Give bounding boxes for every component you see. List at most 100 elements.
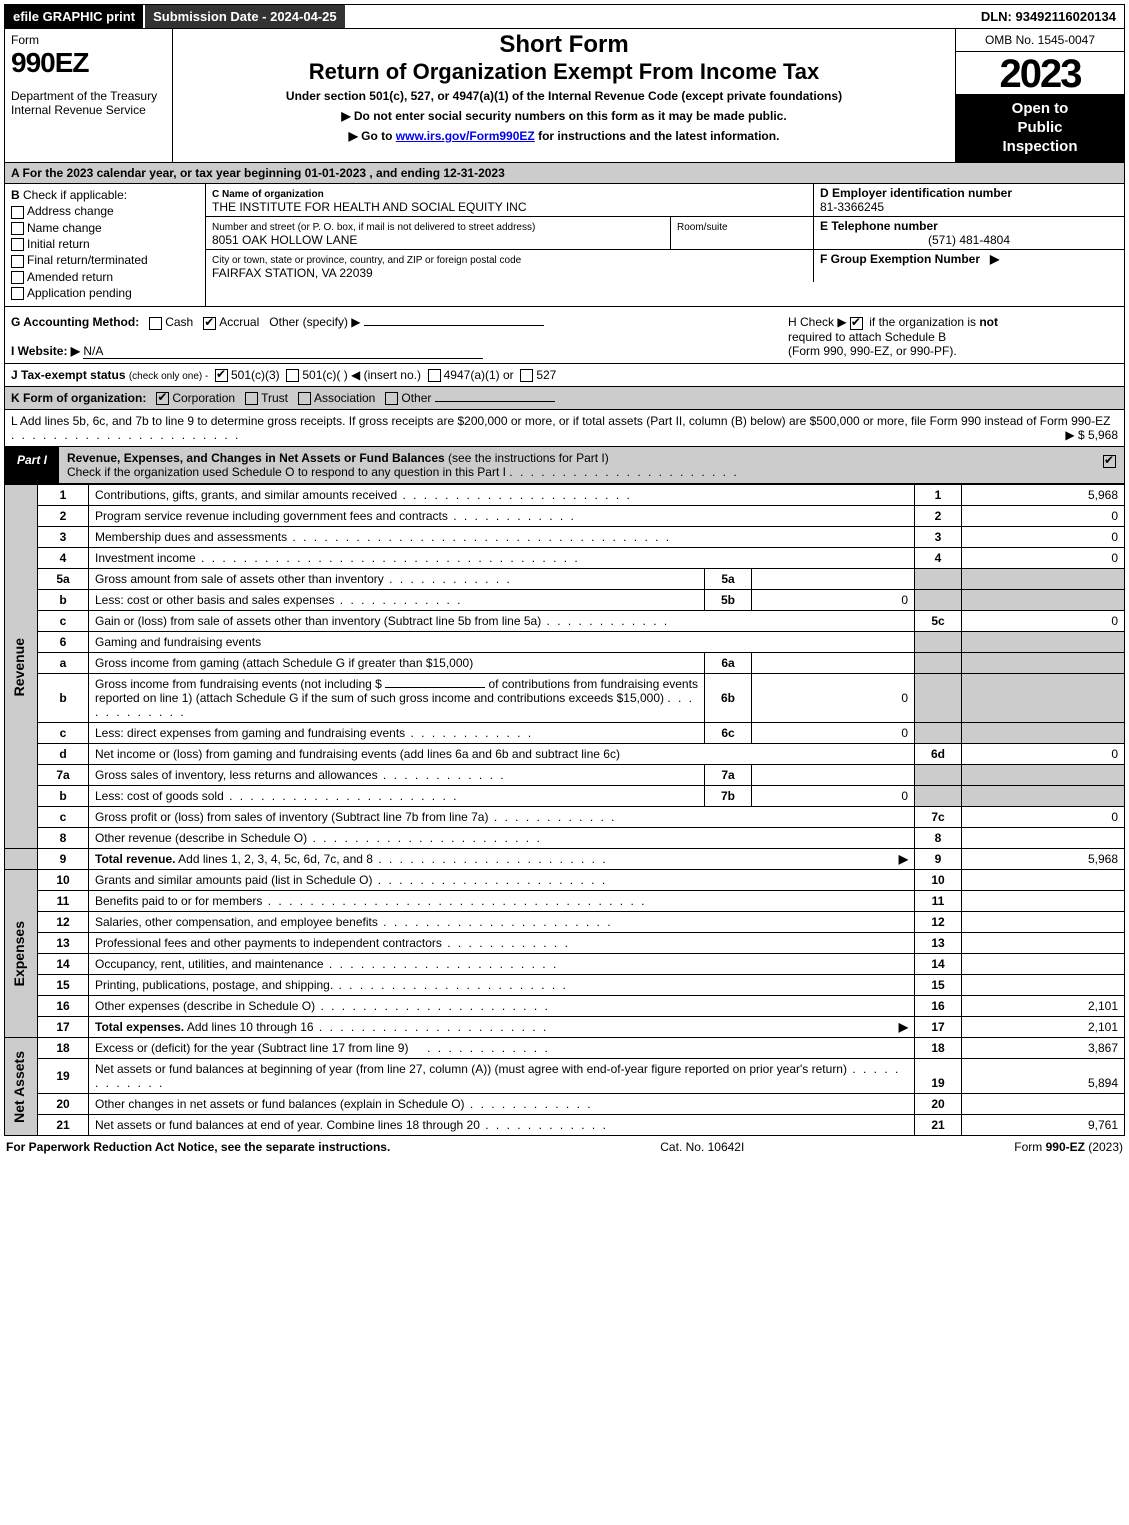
efile-print-button[interactable]: efile GRAPHIC print <box>5 5 143 28</box>
chk-501c3[interactable] <box>215 369 228 382</box>
l10-desc: Grants and similar amounts paid (list in… <box>89 870 915 891</box>
line-15: 15 Printing, publications, postage, and … <box>5 975 1125 996</box>
c-street-label: Number and street (or P. O. box, if mail… <box>212 222 535 233</box>
chk-schedule-o[interactable] <box>1103 455 1116 468</box>
l13-rnum: 13 <box>915 933 962 954</box>
part1-checkbox-cell <box>1098 447 1124 483</box>
line-21: 21 Net assets or fund balances at end of… <box>5 1115 1125 1136</box>
cash-label: Cash <box>165 315 193 329</box>
row-k: K Form of organization: Corporation Trus… <box>4 387 1125 410</box>
page-footer: For Paperwork Reduction Act Notice, see … <box>4 1136 1125 1158</box>
l21-num: 21 <box>38 1115 89 1136</box>
dln-label: DLN: 93492116020134 <box>973 5 1124 28</box>
l15-num: 15 <box>38 975 89 996</box>
open-line1: Open to <box>1012 100 1069 117</box>
other-label: Other (specify) ▶ <box>269 315 360 329</box>
website-value: N/A <box>83 344 483 359</box>
l6-num: 6 <box>38 632 89 653</box>
line-12: 12 Salaries, other compensation, and emp… <box>5 912 1125 933</box>
l5b-desc: Less: cost or other basis and sales expe… <box>89 590 705 611</box>
l9-num: 9 <box>38 849 89 870</box>
ein-value: 81-3366245 <box>820 200 884 214</box>
l18-num: 18 <box>38 1038 89 1059</box>
chk-accrual[interactable] <box>203 317 216 330</box>
l7a-desc: Gross sales of inventory, less returns a… <box>89 765 705 786</box>
chk-app-pending[interactable]: Application pending <box>11 286 199 300</box>
submission-date-button[interactable]: Submission Date - 2024-04-25 <box>143 5 347 28</box>
l7c-desc: Gross profit or (loss) from sales of inv… <box>89 807 915 828</box>
footer-right: Form 990-EZ (2023) <box>1014 1140 1123 1154</box>
header-center: Short Form Return of Organization Exempt… <box>173 29 955 162</box>
form-number: 990EZ <box>11 47 166 79</box>
l-dots <box>11 428 240 442</box>
l6-desc: Gaming and fundraising events <box>89 632 915 653</box>
l6a-inval <box>752 653 915 674</box>
l19-desc: Net assets or fund balances at beginning… <box>89 1059 915 1094</box>
l8-desc: Other revenue (describe in Schedule O) <box>89 828 915 849</box>
l11-rnum: 11 <box>915 891 962 912</box>
row-bcdef: B Check if applicable: Address change Na… <box>4 184 1125 307</box>
l10-rval <box>962 870 1125 891</box>
line-6d: d Net income or (loss) from gaming and f… <box>5 744 1125 765</box>
l6b-blank[interactable] <box>385 687 485 688</box>
l10-rnum: 10 <box>915 870 962 891</box>
chk-cash[interactable] <box>149 317 162 330</box>
l17-bold: Total expenses. <box>95 1020 184 1034</box>
l4-num: 4 <box>38 548 89 569</box>
l6b-rnum-shade <box>915 674 962 723</box>
l5a-desc: Gross amount from sale of assets other t… <box>89 569 705 590</box>
chk-name-change[interactable]: Name change <box>11 221 199 235</box>
gh-right: H Check ▶ if the organization is not req… <box>782 307 1124 362</box>
other-org-input[interactable] <box>435 401 555 402</box>
line-9: 9 Total revenue. Add lines 1, 2, 3, 4, 5… <box>5 849 1125 870</box>
col-b-checkboxes: B Check if applicable: Address change Na… <box>5 184 206 306</box>
top-bar: efile GRAPHIC print Submission Date - 20… <box>4 4 1125 29</box>
l6-rval-shade <box>962 632 1125 653</box>
room-suite-label: Room/suite <box>677 222 728 233</box>
col-cdef: C Name of organization THE INSTITUTE FOR… <box>206 184 1124 306</box>
line-11: 11 Benefits paid to or for members 11 <box>5 891 1125 912</box>
footer-right-form: 990-EZ <box>1046 1140 1085 1154</box>
l8-rnum: 8 <box>915 828 962 849</box>
omb-number: OMB No. 1545-0047 <box>956 29 1124 52</box>
chk-501c[interactable] <box>286 369 299 382</box>
l6a-desc: Gross income from gaming (attach Schedul… <box>89 653 705 674</box>
header-left: Form 990EZ Department of the Treasury In… <box>5 29 173 162</box>
chk-address-change[interactable]: Address change <box>11 204 199 218</box>
chk-initial-return[interactable]: Initial return <box>11 237 199 251</box>
l15-rval <box>962 975 1125 996</box>
other-specify-input[interactable] <box>364 325 544 326</box>
chk-corporation[interactable] <box>156 392 169 405</box>
l4-desc: Investment income <box>89 548 915 569</box>
l14-desc: Occupancy, rent, utilities, and maintena… <box>89 954 915 975</box>
irs-link[interactable]: www.irs.gov/Form990EZ <box>396 129 535 143</box>
l3-rval: 0 <box>962 527 1125 548</box>
l18-rnum: 18 <box>915 1038 962 1059</box>
chk-amended[interactable]: Amended return <box>11 270 199 284</box>
chk-4947[interactable] <box>428 369 441 382</box>
l12-desc: Salaries, other compensation, and employ… <box>89 912 915 933</box>
chk-association[interactable] <box>298 392 311 405</box>
c-city-row: City or town, state or province, country… <box>206 250 813 282</box>
l9-rnum: 9 <box>915 849 962 870</box>
line-14: 14 Occupancy, rent, utilities, and maint… <box>5 954 1125 975</box>
line-13: 13 Professional fees and other payments … <box>5 933 1125 954</box>
l6c-inval: 0 <box>752 723 915 744</box>
i-website-label: I Website: ▶ <box>11 344 80 358</box>
chk-final-return[interactable]: Final return/terminated <box>11 253 199 267</box>
chk-527[interactable] <box>520 369 533 382</box>
goto-prefix: ▶ Go to <box>349 129 396 143</box>
b-label: B <box>11 188 20 202</box>
l17-rnum: 17 <box>915 1017 962 1038</box>
chk-trust[interactable] <box>245 392 258 405</box>
l7b-inlab: 7b <box>705 786 752 807</box>
chk-schedule-b[interactable] <box>850 317 863 330</box>
gh-left: G Accounting Method: Cash Accrual Other … <box>5 307 782 362</box>
footer-right-post: (2023) <box>1085 1140 1123 1154</box>
chk-other-org[interactable] <box>385 392 398 405</box>
l5a-rnum-shade <box>915 569 962 590</box>
line-18: Net Assets 18 Excess or (deficit) for th… <box>5 1038 1125 1059</box>
line-3: 3 Membership dues and assessments 3 0 <box>5 527 1125 548</box>
l6b-inlab: 6b <box>705 674 752 723</box>
l12-rval <box>962 912 1125 933</box>
